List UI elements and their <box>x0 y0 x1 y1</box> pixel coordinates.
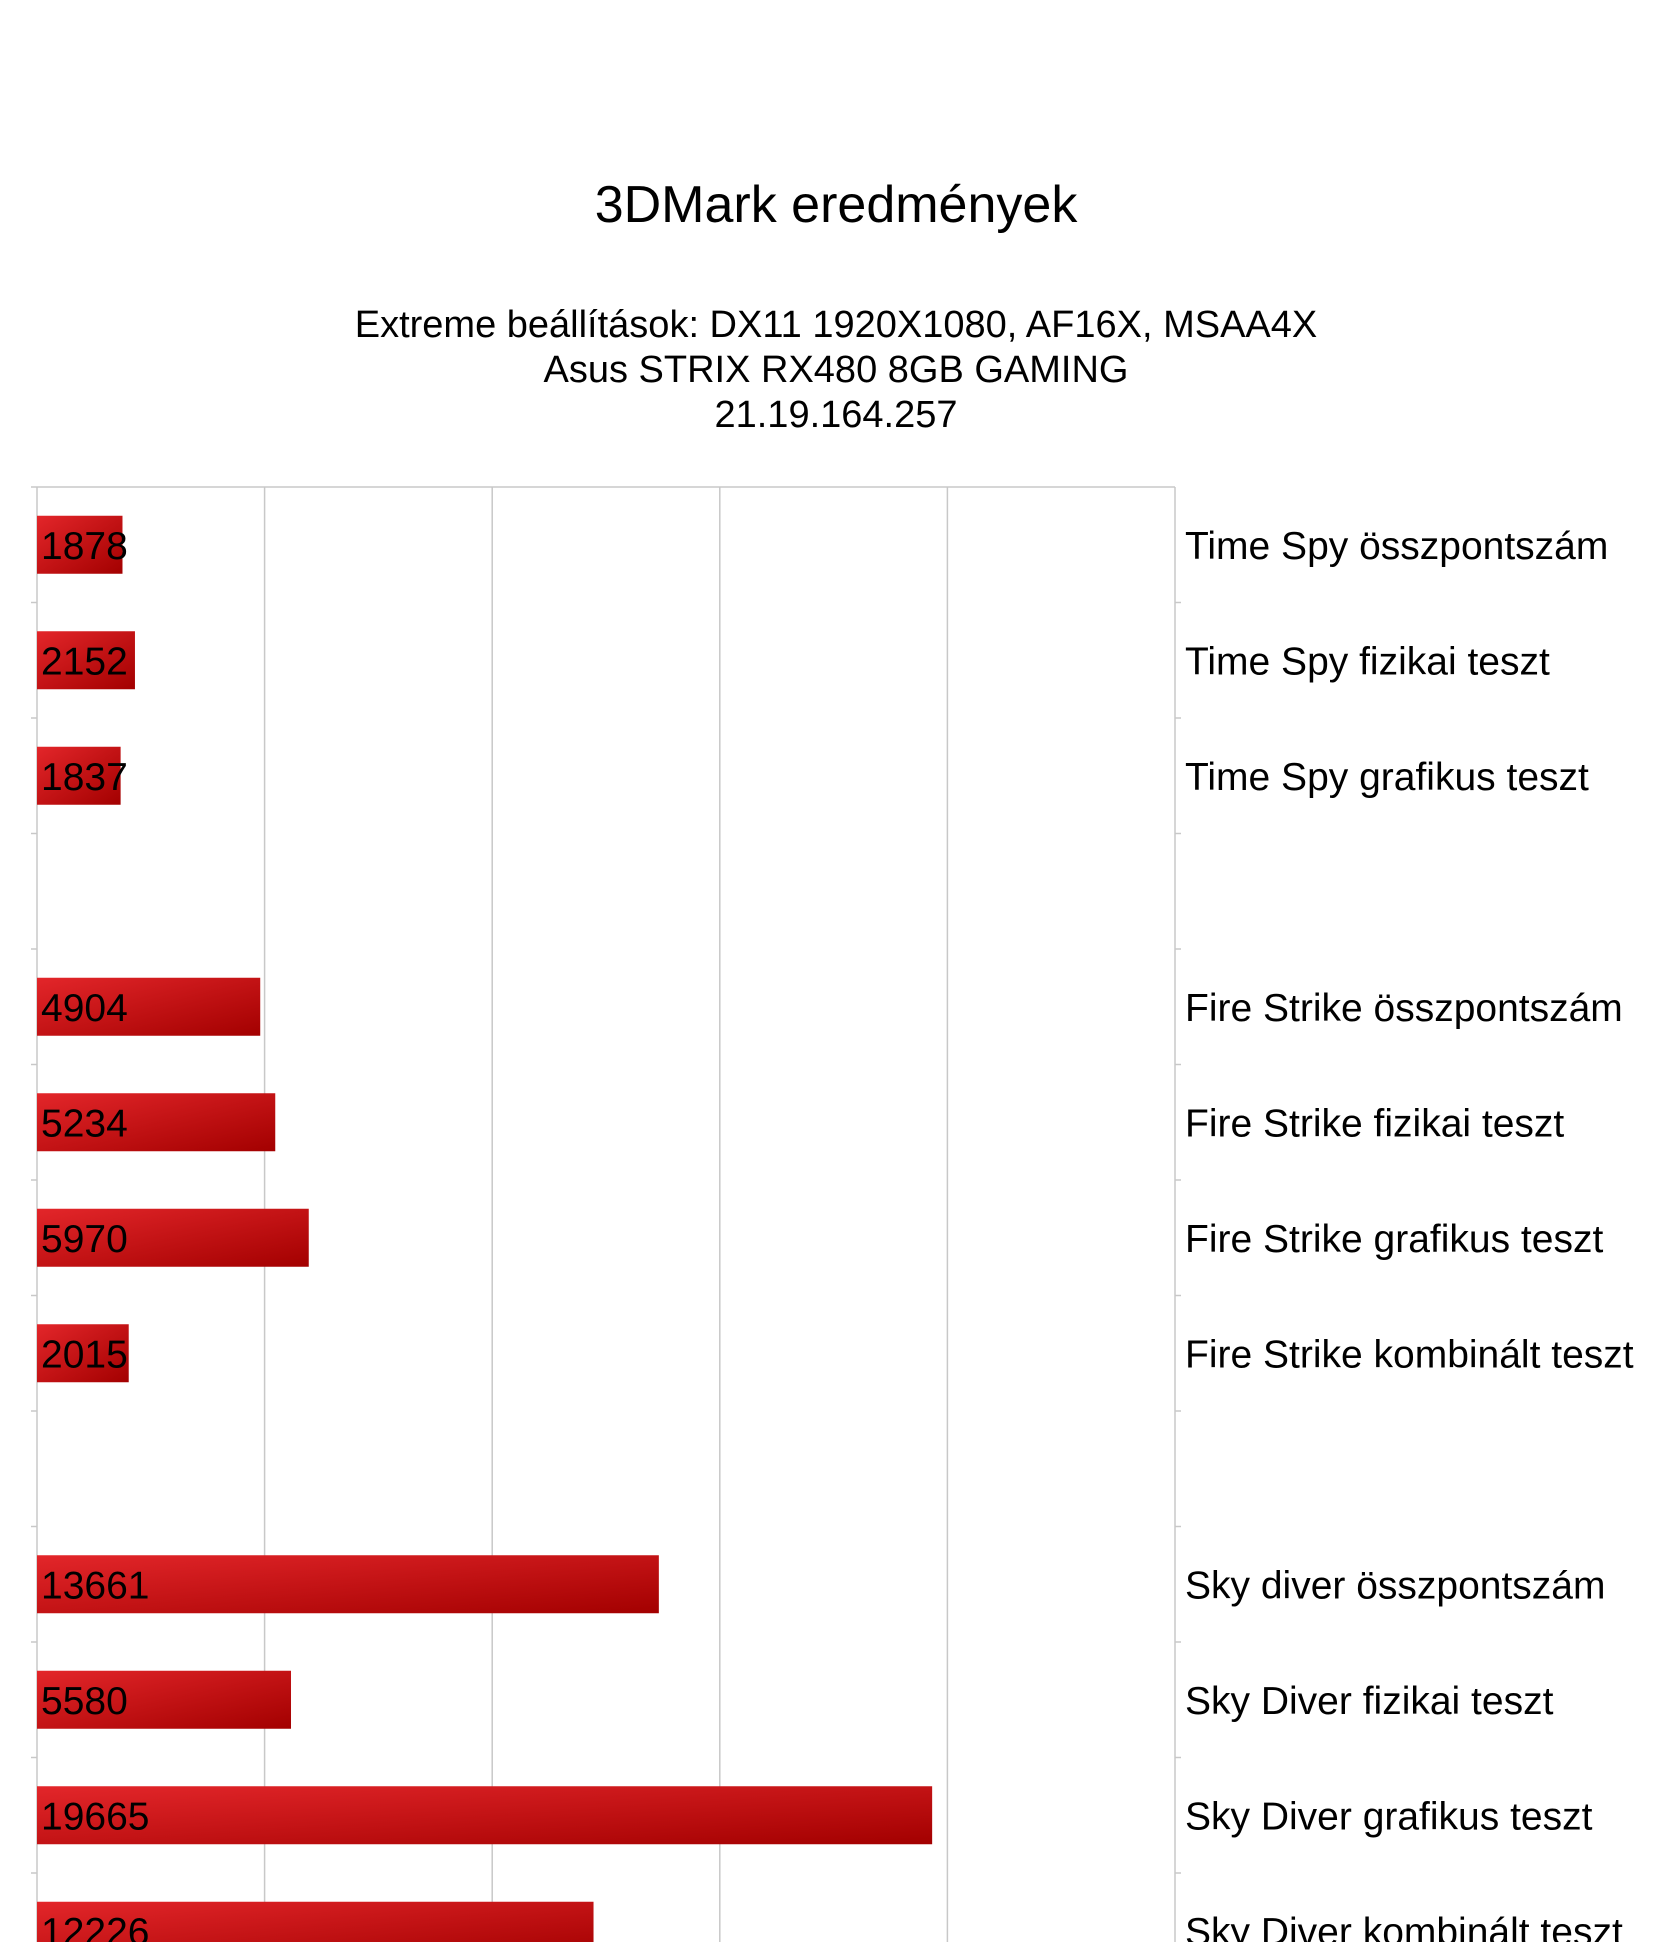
category-label: Time Spy fizikai teszt <box>1185 640 1550 683</box>
data-label: 4904 <box>41 987 128 1030</box>
data-label: 2015 <box>41 1333 128 1376</box>
category-label: Sky Diver kombinált teszt <box>1185 1911 1623 1942</box>
category-label: Sky Diver fizikai teszt <box>1185 1680 1554 1723</box>
bar <box>37 1093 276 1152</box>
data-label: 1878 <box>41 525 128 568</box>
bar <box>37 746 121 805</box>
category-label: Fire Strike fizikai teszt <box>1185 1102 1564 1145</box>
chart-title: 3DMark eredmények <box>595 176 1079 234</box>
bar <box>37 1901 594 1942</box>
bars <box>37 515 933 1942</box>
bar <box>37 1786 933 1845</box>
subtitle-line-3: 21.19.164.257 <box>714 394 957 436</box>
plot-area: 1878 2152 1837 4904 5234 5970 2015 13661 5580 196… <box>31 486 1634 1942</box>
data-label: 1837 <box>41 756 128 799</box>
data-label: 19665 <box>41 1795 149 1838</box>
bar <box>37 1208 309 1267</box>
chart-subtitle: Extreme beállítások: DX11 1920X1080, AF1… <box>355 304 1318 436</box>
category-label: Time Spy grafikus teszt <box>1185 756 1589 799</box>
category-label: Fire Strike összpontszám <box>1185 987 1623 1030</box>
bar <box>37 631 135 690</box>
data-label: 13661 <box>41 1564 149 1607</box>
bar <box>37 515 123 574</box>
bar <box>37 1324 129 1383</box>
category-label: Time Spy összpontszám <box>1185 525 1608 568</box>
bar <box>37 1555 659 1614</box>
data-label: 5580 <box>41 1680 128 1723</box>
bar <box>37 977 261 1036</box>
data-label: 12226 <box>41 1911 149 1942</box>
subtitle-line-1: Extreme beállítások: DX11 1920X1080, AF1… <box>355 304 1318 346</box>
subtitle-line-2: Asus STRIX RX480 8GB GAMING <box>544 349 1129 391</box>
bar <box>37 1670 292 1729</box>
category-label: Fire Strike kombinált teszt <box>1185 1333 1634 1376</box>
data-label: 5234 <box>41 1102 128 1145</box>
gridlines <box>31 486 1181 1942</box>
data-label: 5970 <box>41 1218 128 1261</box>
data-label: 2152 <box>41 640 128 683</box>
category-label: Fire Strike grafikus teszt <box>1185 1218 1603 1261</box>
data-labels: 1878 2152 1837 4904 5234 5970 2015 13661 5580 196… <box>41 525 149 1942</box>
category-label: Sky Diver grafikus teszt <box>1185 1795 1593 1838</box>
category-label: Sky diver összpontszám <box>1185 1564 1606 1607</box>
category-labels: Time Spy összpontszám Time Spy fizikai te… <box>1185 525 1634 1942</box>
